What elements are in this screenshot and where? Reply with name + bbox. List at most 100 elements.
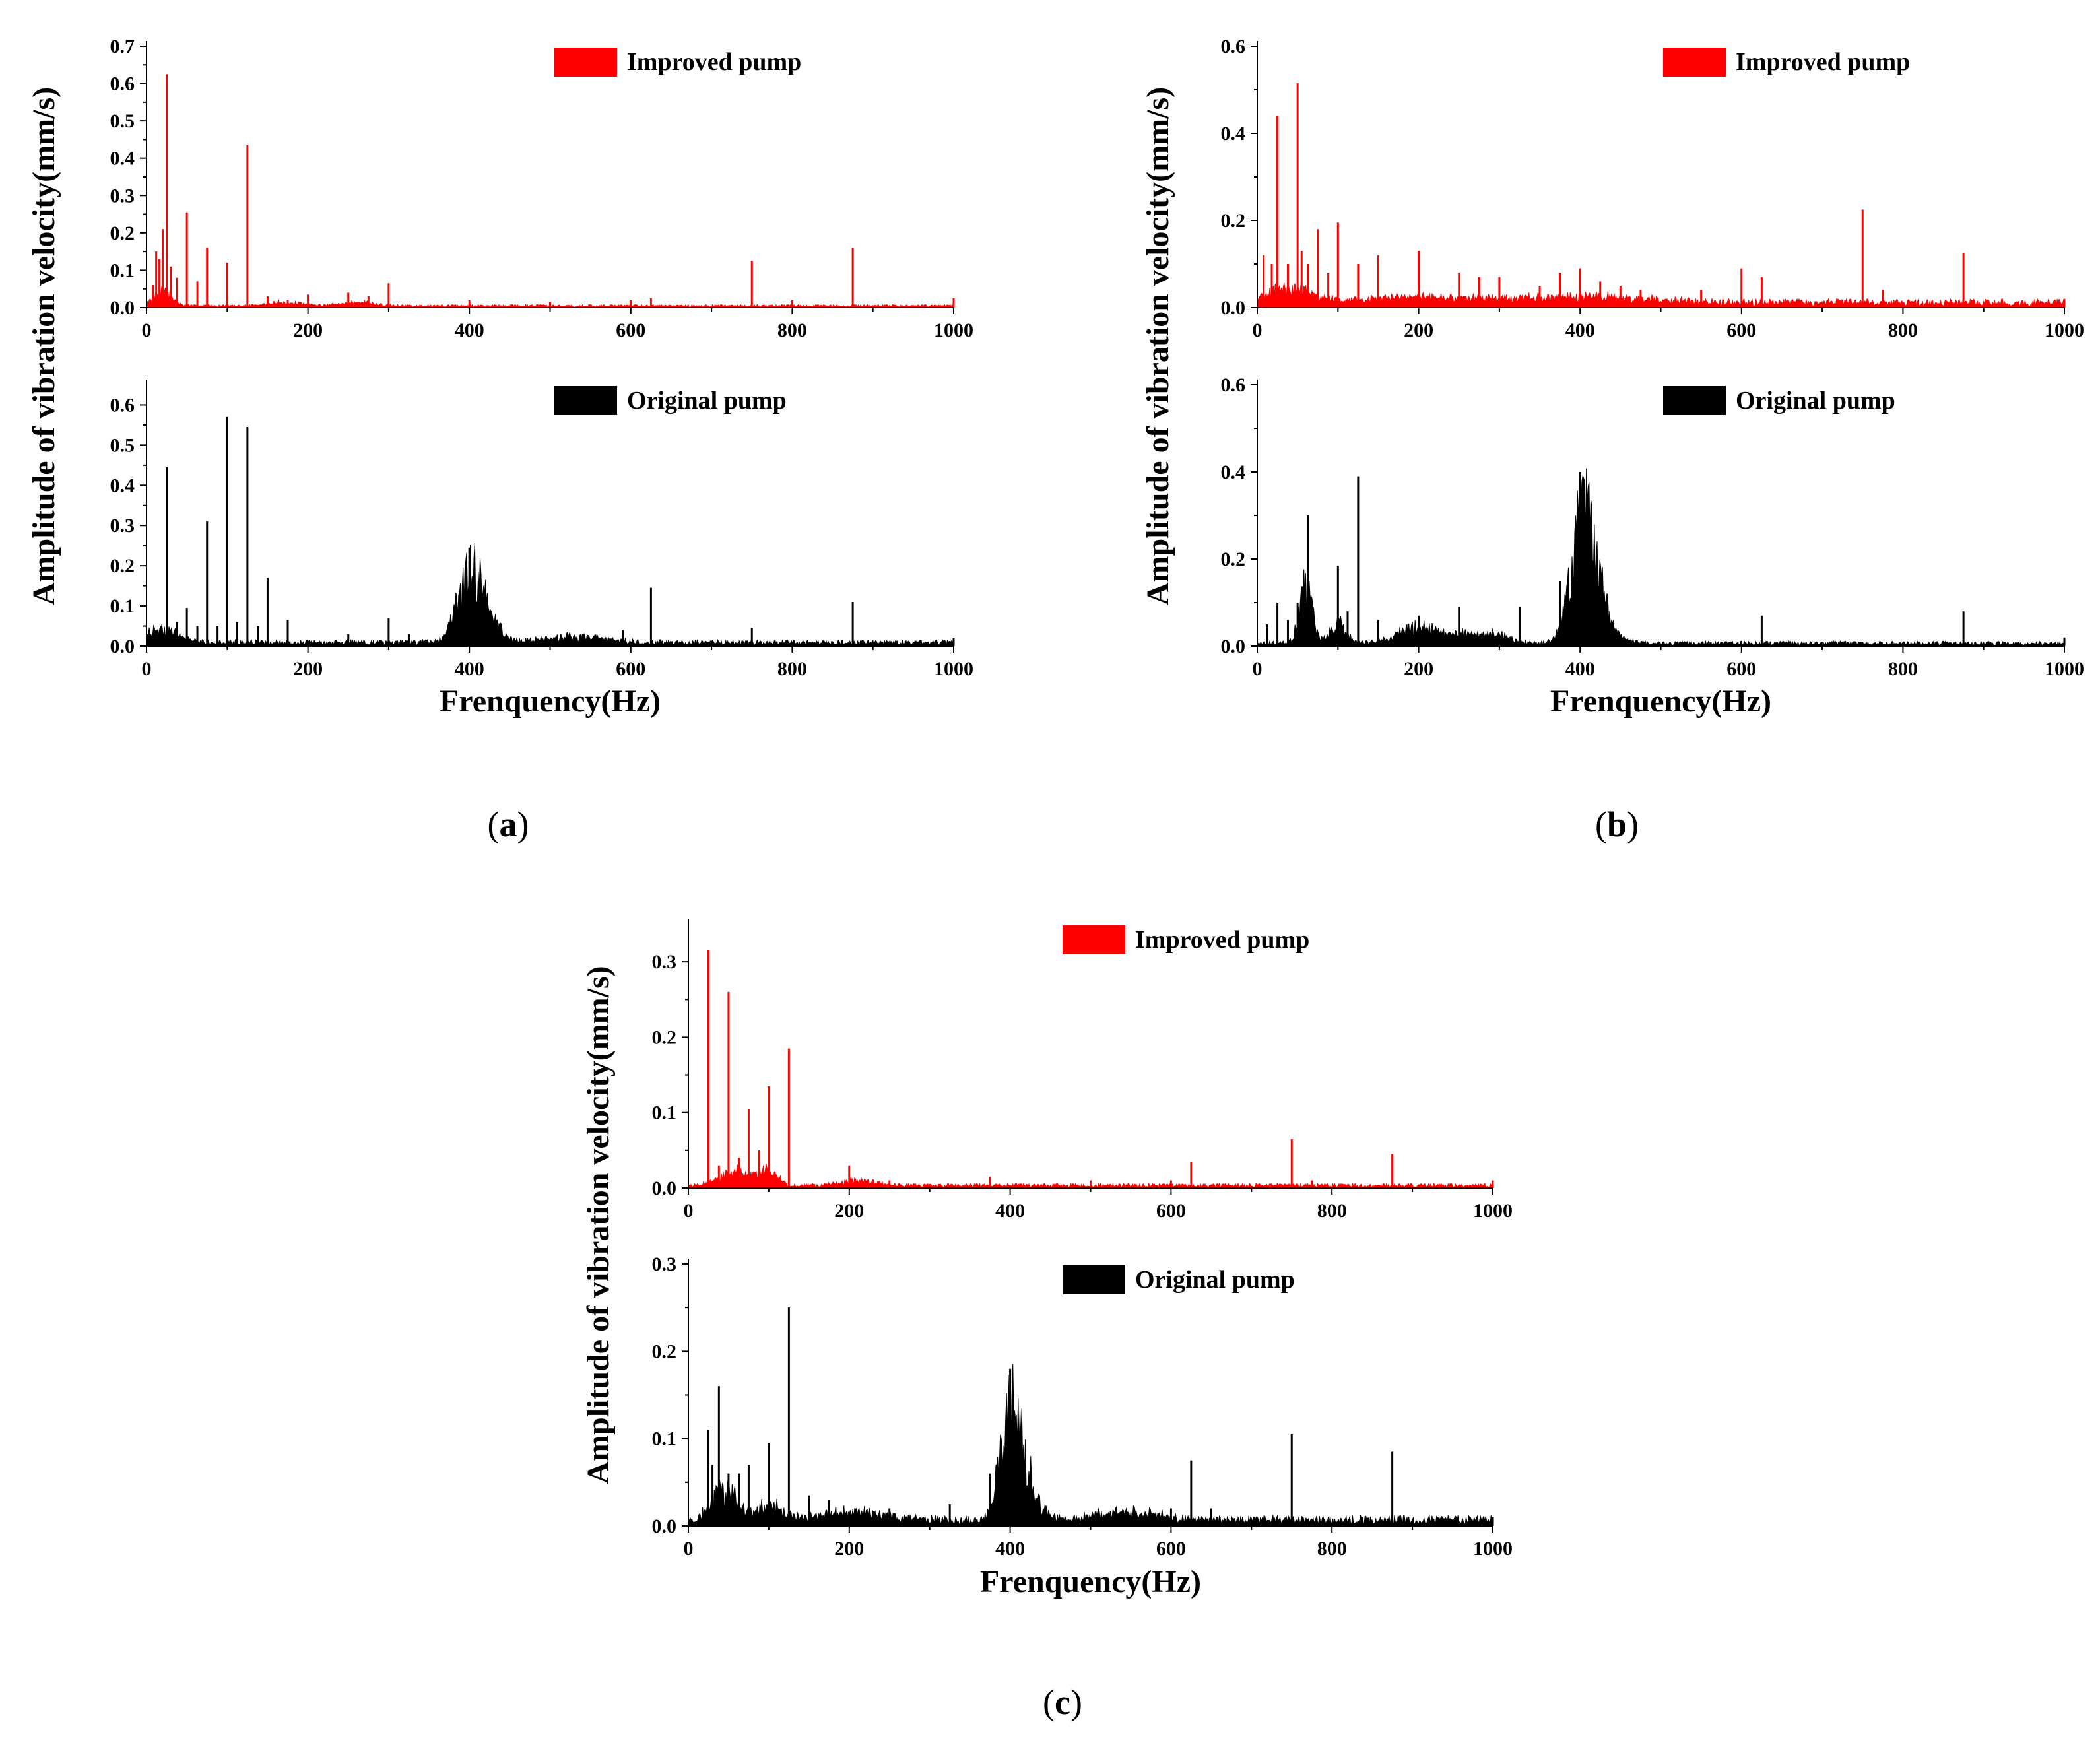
- x-tick-label: 800: [777, 658, 807, 680]
- chart-a: 0.0 0.1 0.2 0.3 0.4 0.5 0.6 0.7 0 200 400 600 800 100…: [26, 36, 973, 844]
- x-tick-label: 0: [142, 319, 152, 341]
- legend-label: Improved pump: [1736, 48, 1910, 76]
- x-tick-label: 800: [1888, 319, 1918, 341]
- y-tick-label: 0.1: [110, 259, 135, 281]
- x-tick-label: 600: [616, 658, 645, 680]
- panel-caption: (c): [1043, 1682, 1082, 1722]
- x-tick-label: 600: [1726, 319, 1756, 341]
- legend-swatch: [554, 48, 617, 77]
- panel-a-original: 0.0 0.1 0.2 0.3 0.4 0.5 0.6 0 200 400 600 800 1000 Or…: [110, 380, 973, 680]
- legend-swatch: [554, 386, 617, 415]
- y-tick-label: 0.0: [652, 1515, 677, 1537]
- x-tick-label: 600: [1156, 1200, 1186, 1222]
- y-tick-label: 0.6: [1221, 36, 1246, 57]
- y-tick-label: 0.3: [652, 1253, 677, 1275]
- y-tick-label: 0.5: [110, 110, 135, 132]
- x-tick-label: 0: [1253, 319, 1263, 341]
- y-tick-label: 0.2: [110, 555, 135, 577]
- x-tick-label: 600: [1726, 658, 1756, 680]
- x-tick-label: 400: [455, 319, 484, 341]
- legend-label: Original pump: [1736, 387, 1895, 414]
- y-tick-label: 0.6: [110, 73, 135, 95]
- panel-c-original: 0.0 0.1 0.2 0.3 0 200 400 600 800 1000 Original pu…: [652, 1253, 1513, 1560]
- x-tick-label: 1000: [934, 658, 973, 680]
- x-tick-label: 0: [142, 658, 152, 680]
- x-tick-label: 400: [1565, 658, 1595, 680]
- y-tick-label: 0.1: [652, 1428, 677, 1450]
- y-tick-label: 0.2: [1221, 210, 1246, 232]
- panel-c-improved: 0.0 0.1 0.2 0.3 0 200 400 600 800 1000 Improved pu…: [652, 919, 1513, 1222]
- y-tick-label: 0.0: [652, 1177, 677, 1199]
- x-tick-label: 800: [1317, 1538, 1347, 1560]
- x-tick-label: 600: [1156, 1538, 1186, 1560]
- x-tick-label: 400: [455, 658, 484, 680]
- y-tick-label: 0.0: [110, 297, 135, 319]
- x-tick-label: 200: [293, 658, 323, 680]
- x-tick-label: 200: [1404, 658, 1433, 680]
- chart-c: 0.0 0.1 0.2 0.3 0 200 400 600 800 1000 Improved pu…: [581, 919, 1513, 1722]
- legend-swatch: [1063, 1265, 1125, 1294]
- y-tick-label: 0.6: [1221, 374, 1246, 396]
- x-tick-label: 800: [1888, 658, 1918, 680]
- panel-caption: (b): [1595, 805, 1639, 844]
- x-tick-label: 600: [616, 319, 645, 341]
- x-axis-label: Frenquency(Hz): [980, 1564, 1201, 1599]
- y-tick-label: 0.6: [110, 394, 135, 416]
- y-tick-label: 0.0: [110, 636, 135, 657]
- x-tick-label: 0: [684, 1200, 694, 1222]
- y-tick-label: 0.3: [110, 185, 135, 207]
- x-tick-label: 400: [1565, 319, 1595, 341]
- y-tick-label: 0.4: [110, 475, 135, 496]
- y-tick-label: 0.3: [652, 951, 677, 973]
- x-tick-label: 1000: [2045, 319, 2084, 341]
- y-tick-label: 0.5: [110, 434, 135, 456]
- legend-swatch: [1663, 386, 1726, 415]
- x-tick-label: 400: [995, 1200, 1025, 1222]
- x-tick-label: 800: [777, 319, 807, 341]
- y-tick-label: 0.4: [1221, 461, 1246, 483]
- y-tick-label: 0.1: [652, 1102, 677, 1124]
- panel-b-original: 0.0 0.2 0.4 0.6 0 200 400 600 800 1000 Original pu…: [1221, 374, 2085, 680]
- panel-b-improved: 0.0 0.2 0.4 0.6 0 200 400 600 800 1000 Improved pu…: [1221, 36, 2085, 341]
- x-tick-label: 200: [834, 1538, 864, 1560]
- y-tick-label: 0.4: [110, 148, 135, 170]
- x-tick-label: 1000: [1473, 1200, 1513, 1222]
- y-tick-label: 0.2: [652, 1340, 677, 1362]
- panel-a-improved: 0.0 0.1 0.2 0.3 0.4 0.5 0.6 0.7 0 200 400 600 800 100…: [110, 36, 974, 341]
- x-tick-label: 1000: [934, 319, 973, 341]
- x-tick-label: 200: [1404, 319, 1433, 341]
- legend-label: Improved pump: [627, 48, 801, 76]
- y-axis-label: Amplitude of vibration velocity(mm/s): [1140, 87, 1175, 605]
- x-axis-label: Frenquency(Hz): [440, 684, 661, 719]
- y-tick-label: 0.0: [1221, 297, 1246, 319]
- y-tick-label: 0.2: [110, 222, 135, 244]
- y-tick-label: 0.3: [110, 515, 135, 537]
- legend-swatch: [1663, 48, 1726, 77]
- spectrum-area: [1257, 468, 2065, 647]
- x-tick-label: 400: [995, 1538, 1025, 1560]
- x-tick-label: 1000: [1473, 1538, 1513, 1560]
- legend-label: Original pump: [627, 387, 787, 414]
- y-tick-label: 0.7: [110, 36, 135, 57]
- chart-b: 0.0 0.2 0.4 0.6 0 200 400 600 800 1000 Improved pu…: [1140, 36, 2084, 844]
- y-axis-label: Amplitude of vibration velocity(mm/s): [26, 87, 61, 605]
- x-tick-label: 200: [834, 1200, 864, 1222]
- y-tick-label: 0.2: [652, 1026, 677, 1048]
- y-axis-label: Amplitude of vibration velocity(mm/s): [581, 966, 616, 1484]
- y-tick-label: 0.2: [1221, 548, 1246, 570]
- y-tick-label: 0.4: [1221, 123, 1246, 145]
- x-axis-label: Frenquency(Hz): [1550, 684, 1771, 719]
- x-tick-label: 1000: [2045, 658, 2084, 680]
- x-tick-label: 800: [1317, 1200, 1347, 1222]
- y-tick-label: 0.0: [1221, 636, 1246, 657]
- x-tick-label: 0: [684, 1538, 694, 1560]
- x-tick-label: 200: [293, 319, 323, 341]
- panel-caption: (a): [488, 805, 529, 844]
- legend-swatch: [1063, 925, 1125, 954]
- x-tick-label: 0: [1253, 658, 1263, 680]
- legend-label: Original pump: [1135, 1266, 1295, 1294]
- spectrum-area: [146, 543, 954, 647]
- legend-label: Improved pump: [1135, 926, 1309, 954]
